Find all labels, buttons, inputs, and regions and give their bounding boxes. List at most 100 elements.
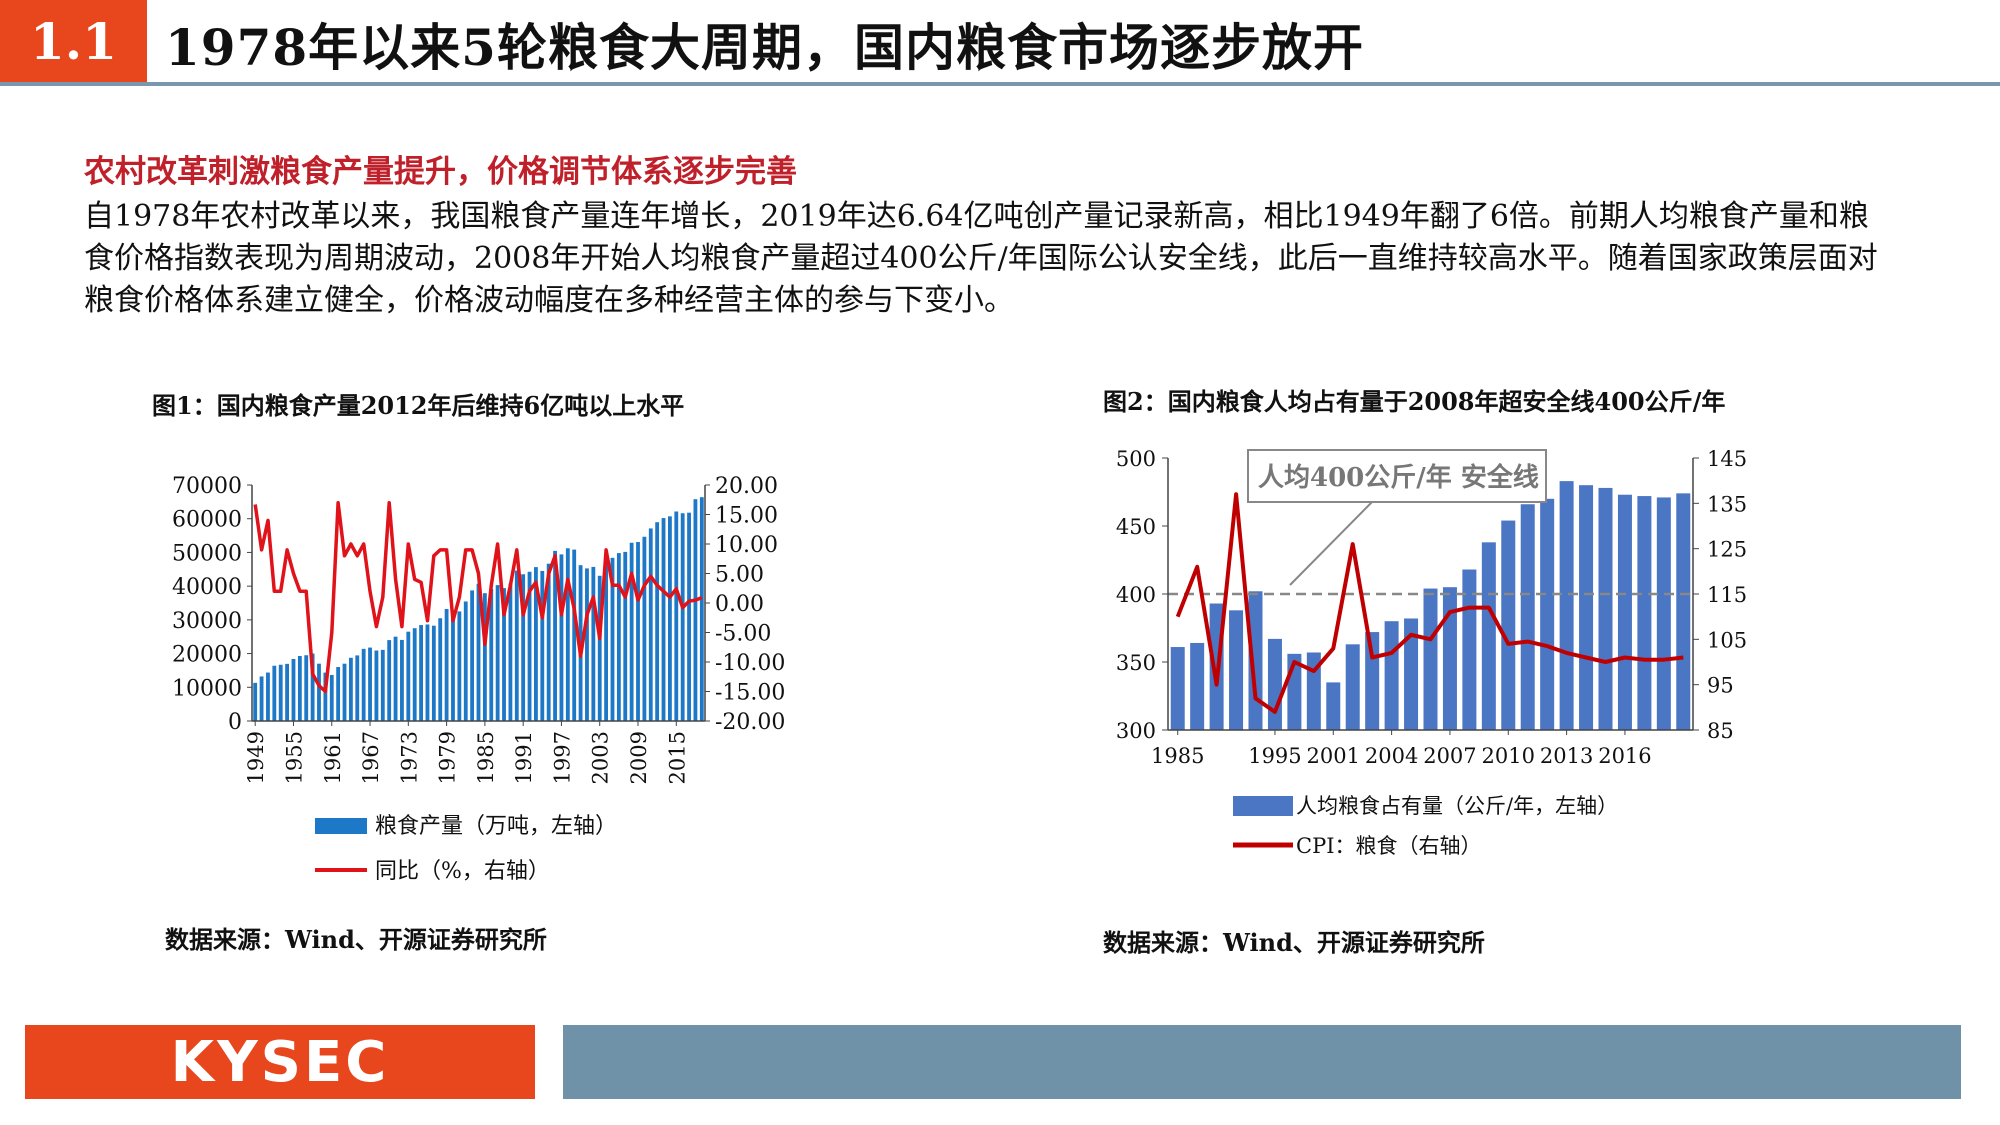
x-tick-label: 1997 [550,731,574,784]
production-bar [521,574,526,721]
y-right-tick-label: 105 [1707,628,1747,652]
production-bar [623,551,628,721]
y-right-tick-label: -10.00 [715,651,785,676]
production-bar [553,550,557,721]
production-bar [310,653,315,721]
per-capita-bar [1345,644,1360,730]
per-capita-bar [1170,647,1185,730]
production-bar [616,553,621,721]
y-left-tick-label: 0 [228,710,242,735]
production-bar [699,497,704,721]
per-capita-bar [1384,621,1399,730]
y-right-tick-label: 125 [1707,538,1747,562]
section-number: 1.1 [0,0,147,82]
per-capita-bar [1637,496,1652,730]
y-right-tick-label: -20.00 [715,710,785,735]
per-capita-bar [1229,610,1244,730]
y-left-tick-label: 400 [1116,583,1156,607]
legend-label-yoy: 同比（%，右轴） [375,859,550,884]
y-right-tick-label: -15.00 [715,681,785,706]
production-bar [412,628,417,721]
x-tick-label: 2015 [665,731,689,784]
x-tick-label: 2013 [1540,744,1593,768]
x-tick-label: 2007 [1423,744,1476,768]
per-capita-bar [1190,642,1205,730]
section-subtitle: 农村改革刺激粮食产量提升，价格调节体系逐步完善 [84,154,797,190]
y-right-tick-label: 5.00 [715,563,764,588]
chart1: 70000 60000 50000 40000 30000 20000 10000 0 20.0… [172,474,785,884]
y-left-tick-label: 60000 [172,508,242,533]
x-tick-label: 2009 [627,731,651,784]
yoy-line [253,500,703,694]
production-bar [297,656,302,721]
production-bar [278,664,283,721]
per-capita-bar [1267,638,1282,730]
x-tick-label: 2016 [1598,744,1651,768]
figure1-title: 图1：国内粮食产量2012年后维持6亿吨以上水平 [152,391,685,420]
x-tick-label: 2010 [1482,744,1535,768]
header-divider [0,82,2000,86]
x-tick-label: 1985 [1151,744,1204,768]
cpi-line [1175,492,1684,714]
production-bar [502,588,506,721]
production-bar [368,647,372,721]
production-bar [400,639,404,721]
production-bar [565,548,570,721]
x-tick-label: 2004 [1365,744,1418,768]
legend-label-production: 粮食产量（万吨，左轴） [375,814,617,839]
production-bar [687,512,691,721]
footer-bar [563,1025,1961,1099]
production-bar [355,655,360,721]
production-bar [629,542,634,721]
x-tick-label: 2003 [589,731,613,784]
x-tick-label: 1949 [244,731,268,784]
production-bar [317,663,321,721]
x-tick-label: 1973 [397,731,421,784]
production-bar [667,516,672,721]
production-bar [259,676,264,721]
x-tick-label: 1985 [474,731,498,784]
figure2-source: 数据来源：Wind、开源证券研究所 [1103,928,1485,957]
x-tick-label: 1991 [512,731,536,784]
per-capita-bar [1442,587,1457,730]
production-bar [680,513,685,721]
production-bar [336,667,341,721]
production-bar [342,663,347,721]
y-right-tick-label: 10.00 [715,533,778,558]
y-right-tick-label: 20.00 [715,474,778,499]
y-right-tick-label: 95 [1707,674,1734,698]
x-tick-label: 1961 [321,731,345,784]
production-bar [431,625,436,721]
production-bar [266,672,270,721]
y-right-tick-label: 0.00 [715,592,764,617]
production-bar [419,625,423,721]
production-bar [693,499,698,721]
production-bar [470,590,475,721]
annotation-label: 人均400公斤/年 安全线 [1258,462,1539,493]
production-bar [374,650,379,721]
y-right-tick-label: 15.00 [715,504,778,529]
y-left-tick-label: 10000 [172,676,242,701]
y-left-tick-label: 40000 [172,575,242,600]
production-bar [642,536,647,721]
production-bar [451,612,455,721]
production-bar [610,557,615,721]
per-capita-bar [1617,494,1632,730]
production-bar [489,589,494,721]
production-bar [591,566,596,721]
legend-swatch-per-capita [1233,796,1293,816]
y-left-tick-label: 30000 [172,609,242,634]
production-bar [476,583,481,721]
production-bar [597,575,602,721]
per-capita-bar [1520,504,1535,730]
x-tick-label: 1955 [282,731,306,784]
production-bar [272,665,277,721]
production-bar [329,674,334,721]
production-bar [636,542,640,721]
legend-swatch-production [315,818,367,834]
production-bar [508,583,513,721]
figure1-source: 数据来源：Wind、开源证券研究所 [165,925,547,954]
per-capita-bar [1676,493,1691,730]
production-bar [585,568,589,721]
annotation-box [1247,449,1547,503]
